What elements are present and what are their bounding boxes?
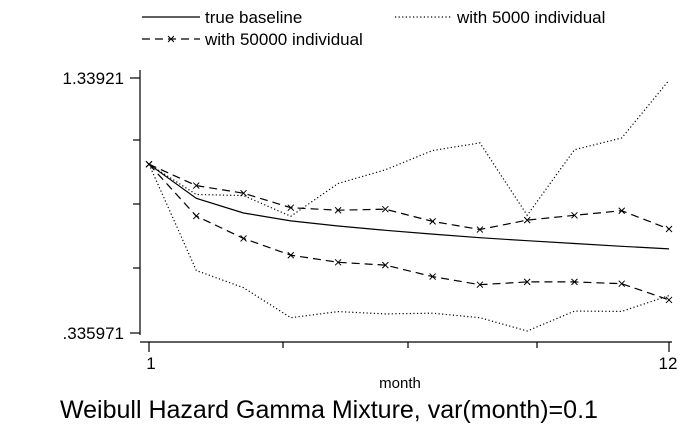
chart-caption: Weibull Hazard Gamma Mixture, var(month)…	[60, 396, 598, 424]
data-point-with-50000-individual-lower-1	[145, 160, 153, 168]
series-line-true-baseline	[148, 163, 670, 250]
data-point-with-50000-individual-upper-8	[476, 226, 484, 233]
data-point-with-50000-individual-upper-12	[665, 225, 673, 233]
data-point-with-50000-individual-upper-3	[240, 189, 247, 197]
y-tick-label-max: 1.33921	[63, 69, 124, 88]
series-line-with-5000-individual-lower	[148, 163, 670, 332]
data-point-with-50000-individual-lower-10	[571, 278, 578, 286]
legend: true baseline with 5000 individual with …	[142, 8, 605, 49]
legend-marker-50000	[167, 35, 175, 43]
legend-label-5000: with 5000 individual	[456, 8, 605, 27]
data-point-with-50000-individual-lower-6	[382, 261, 389, 269]
x-tick-label-min: 1	[146, 354, 155, 373]
plot-area	[145, 79, 673, 332]
data-point-with-50000-individual-lower-12	[665, 296, 673, 304]
axes	[130, 70, 672, 352]
data-point-with-50000-individual-upper-11	[618, 207, 626, 215]
data-point-with-50000-individual-lower-7	[429, 273, 436, 280]
x-axis-title: month	[379, 375, 421, 392]
data-point-with-50000-individual-upper-5	[334, 206, 342, 214]
data-point-with-50000-individual-lower-5	[334, 258, 342, 266]
data-point-with-50000-individual-upper-7	[429, 218, 436, 225]
legend-label-50000: with 50000 individual	[204, 30, 363, 49]
series-line-with-50000-individual-upper	[148, 163, 670, 231]
data-point-with-50000-individual-lower-8	[476, 281, 484, 289]
data-point-with-50000-individual-lower-3	[240, 235, 247, 242]
x-tick-label-max: 12	[659, 354, 678, 373]
data-point-with-50000-individual-lower-4	[287, 251, 295, 259]
data-point-with-50000-individual-upper-10	[571, 211, 578, 219]
series-line-with-5000-individual-upper	[148, 79, 670, 217]
series-line-with-50000-individual-lower	[148, 163, 670, 301]
data-point-with-50000-individual-upper-6	[382, 205, 389, 213]
data-point-with-50000-individual-lower-11	[618, 280, 626, 288]
data-point-with-50000-individual-upper-9	[523, 216, 531, 224]
data-point-with-50000-individual-lower-2	[192, 212, 200, 220]
data-point-with-50000-individual-lower-9	[523, 278, 531, 286]
legend-label-true-baseline: true baseline	[205, 8, 302, 27]
y-tick-label-min: .335971	[63, 324, 124, 343]
data-point-with-50000-individual-upper-2	[192, 182, 200, 189]
data-point-with-50000-individual-upper-4	[287, 204, 295, 212]
